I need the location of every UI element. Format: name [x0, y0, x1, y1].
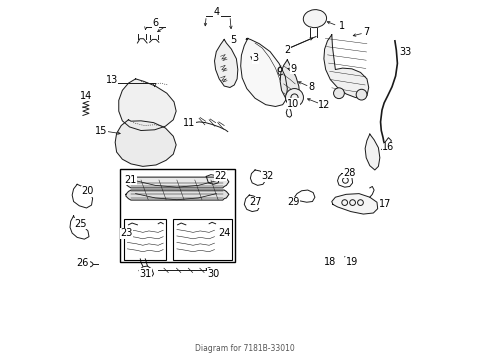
Text: 5: 5: [230, 35, 237, 45]
Text: 9: 9: [291, 64, 296, 74]
Polygon shape: [126, 190, 229, 200]
Circle shape: [356, 89, 367, 100]
Text: 16: 16: [382, 142, 394, 152]
Text: 25: 25: [74, 219, 87, 229]
Polygon shape: [365, 134, 380, 170]
Text: 13: 13: [105, 75, 118, 85]
Polygon shape: [126, 177, 229, 188]
Text: 32: 32: [261, 171, 273, 181]
Text: 29: 29: [287, 197, 299, 207]
Text: 12: 12: [318, 100, 331, 110]
Text: 4: 4: [214, 7, 220, 17]
Text: 3: 3: [253, 53, 259, 63]
Text: 21: 21: [124, 175, 136, 185]
Text: 1: 1: [339, 21, 345, 31]
Polygon shape: [332, 194, 378, 214]
Text: 10: 10: [287, 99, 299, 109]
Text: 19: 19: [346, 257, 358, 267]
Text: Diagram for 7181B-33010: Diagram for 7181B-33010: [195, 344, 295, 353]
Text: 11: 11: [183, 118, 196, 128]
Polygon shape: [115, 120, 176, 166]
Text: 17: 17: [379, 199, 392, 210]
Polygon shape: [215, 40, 238, 87]
Text: 15: 15: [96, 126, 108, 135]
Text: 27: 27: [249, 197, 261, 207]
Polygon shape: [241, 39, 287, 107]
Text: 23: 23: [121, 228, 133, 238]
Ellipse shape: [303, 10, 326, 28]
Text: 2: 2: [284, 45, 291, 55]
Text: 26: 26: [77, 258, 89, 268]
Text: 18: 18: [324, 257, 337, 267]
Text: 28: 28: [343, 168, 356, 178]
Text: 14: 14: [80, 91, 93, 101]
Bar: [124, 220, 166, 260]
Circle shape: [334, 88, 344, 99]
Text: 22: 22: [214, 171, 227, 181]
Polygon shape: [324, 35, 368, 98]
Polygon shape: [119, 79, 176, 131]
Text: 33: 33: [399, 46, 412, 57]
Circle shape: [286, 89, 303, 107]
Text: 31: 31: [139, 269, 151, 279]
Text: 8: 8: [309, 82, 315, 92]
Text: 6: 6: [152, 18, 158, 28]
Polygon shape: [280, 60, 299, 105]
Text: 30: 30: [207, 269, 220, 279]
Bar: [120, 168, 235, 262]
Text: 7: 7: [363, 27, 369, 37]
Text: 20: 20: [82, 186, 94, 197]
Text: 24: 24: [218, 228, 230, 238]
Bar: [172, 220, 232, 260]
